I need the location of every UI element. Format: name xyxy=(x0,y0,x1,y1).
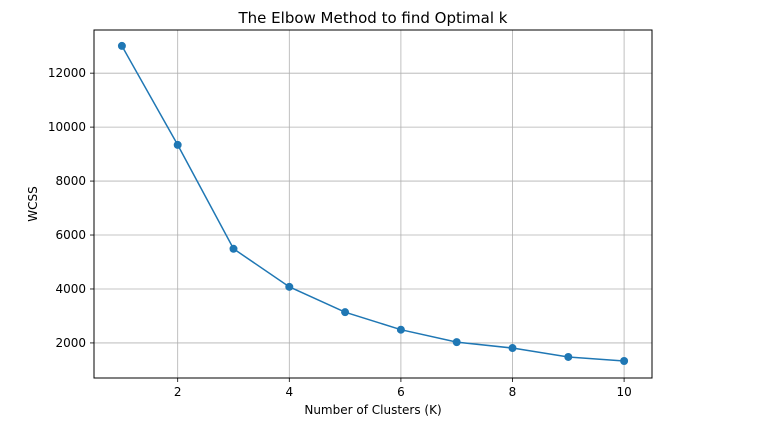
series-line-layer xyxy=(121,45,625,362)
data-point xyxy=(620,357,629,366)
y-tick-label: 12000 xyxy=(48,66,86,80)
data-point xyxy=(285,282,294,291)
y-tick-label: 2000 xyxy=(55,336,86,350)
data-point xyxy=(452,338,461,347)
x-tick-label: 10 xyxy=(616,385,631,399)
data-point xyxy=(396,325,405,334)
grid-lines xyxy=(94,30,652,378)
chart-title: The Elbow Method to find Optimal k xyxy=(238,9,508,27)
y-axis-ticks: 2000 4000 6000 8000 10000 12000 xyxy=(48,66,94,350)
y-tick-label: 8000 xyxy=(55,174,86,188)
y-tick-label: 6000 xyxy=(55,228,86,242)
data-point xyxy=(341,308,350,317)
data-point xyxy=(229,244,238,253)
data-point xyxy=(508,344,517,353)
y-axis-label: WCSS xyxy=(26,186,40,221)
x-axis-ticks: 2 4 6 8 10 xyxy=(174,378,632,399)
data-point xyxy=(173,140,182,149)
series-line xyxy=(121,45,625,362)
y-tick-label: 10000 xyxy=(48,120,86,134)
data-point xyxy=(564,352,573,361)
x-tick-label: 4 xyxy=(285,385,293,399)
plot-area-frame xyxy=(93,29,653,379)
data-point xyxy=(117,41,126,50)
y-tick-label: 4000 xyxy=(55,282,86,296)
x-tick-label: 8 xyxy=(509,385,517,399)
x-axis-label: Number of Clusters (K) xyxy=(304,403,441,417)
x-tick-label: 6 xyxy=(397,385,405,399)
x-tick-label: 2 xyxy=(174,385,182,399)
data-points xyxy=(117,41,629,366)
